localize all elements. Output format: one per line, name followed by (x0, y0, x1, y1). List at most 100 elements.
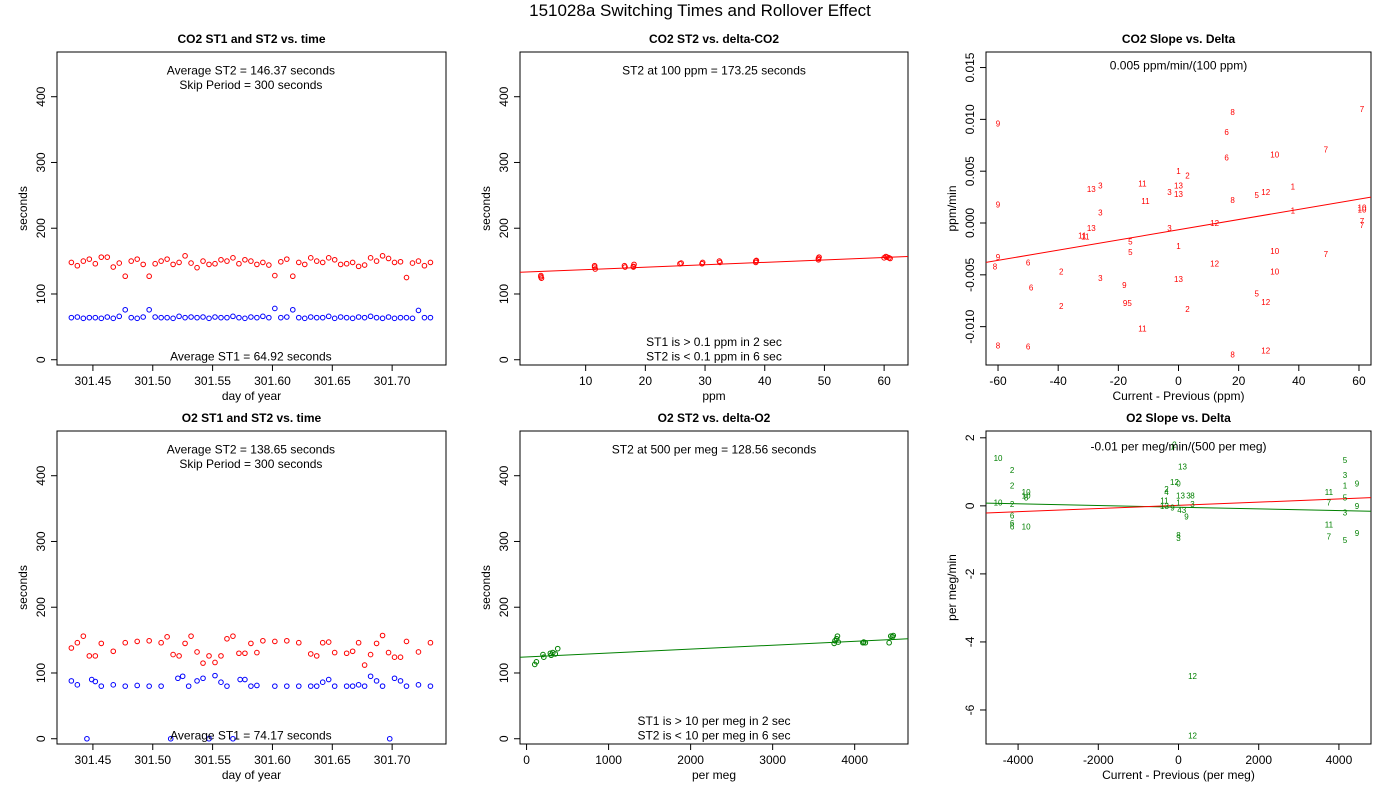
data-point (134, 315, 140, 322)
point-label: 7 (1324, 250, 1329, 259)
data-point (295, 683, 302, 689)
data-point (272, 683, 278, 689)
fit-line (986, 196, 1371, 263)
data-point (427, 314, 434, 321)
point-label: 1 (1343, 481, 1348, 490)
panel-co2-delta: CO2 ST2 vs. delta-CO2 10 20 30 40 50 60 0 100 200… (479, 32, 909, 403)
data-point (200, 258, 206, 264)
data-point (254, 682, 260, 689)
y-axis-label: seconds (479, 565, 493, 610)
point-label: 10 (1358, 206, 1367, 215)
x-axis-label: Current - Previous (ppm) (1112, 389, 1244, 403)
y-tick-label: -0.010 (963, 309, 977, 343)
data-point (98, 640, 105, 647)
x-axis-label: day of year (222, 768, 281, 782)
panel-co2-slope: CO2 Slope vs. Delta -60 -40 -20 0 20 40 60 -0.01… (945, 32, 1372, 403)
data-point (68, 259, 75, 266)
data-point (176, 313, 182, 320)
data-point (361, 662, 368, 668)
panel-o2-slope: O2 Slope vs. Delta -4000 -2000 0 2000 4000 -6 -… (945, 411, 1372, 782)
data-point (194, 678, 200, 684)
data-point (92, 678, 99, 685)
data-point (540, 651, 546, 658)
y-tick-label: 0 (34, 356, 48, 363)
data-point (379, 632, 386, 639)
panel-plot-area (68, 632, 434, 742)
data-point (200, 314, 206, 320)
panel-o2-delta: O2 ST2 vs. delta-O2 0 1000 2000 3000 4000 0 100… (479, 411, 909, 782)
data-point (84, 735, 90, 742)
x-tick-label: 20 (639, 374, 653, 388)
data-point (185, 683, 192, 689)
point-label: 9 (1122, 281, 1127, 290)
point-label: 13 (1160, 502, 1169, 511)
data-point (182, 640, 188, 647)
point-label: 5 (1343, 493, 1348, 502)
data-point (158, 314, 164, 321)
data-point (272, 638, 278, 645)
data-point (538, 275, 545, 282)
point-label: 95 (1123, 299, 1132, 308)
data-point (242, 256, 248, 263)
data-point (554, 645, 561, 652)
data-point (295, 314, 302, 321)
data-point (355, 314, 362, 320)
annotation: ST1 is > 10 per meg in 2 sec (637, 714, 790, 728)
point-label: 10 (1358, 203, 1367, 212)
point-label: 1 (1291, 207, 1296, 216)
point-label: 11 (1141, 197, 1150, 206)
point-label: 1 (1291, 183, 1296, 192)
x-tick-label: 60 (1352, 374, 1366, 388)
point-label: 13 (1174, 190, 1183, 199)
annotation: 0.005 ppm/min/(100 ppm) (1110, 58, 1247, 72)
panel-plot-area (520, 632, 908, 668)
data-point (152, 314, 158, 320)
data-point (343, 650, 350, 657)
data-point (179, 673, 186, 680)
chart-title: CO2 Slope vs. Delta (1122, 32, 1236, 46)
y-tick-label: 200 (34, 597, 48, 617)
point-label: 1 (1176, 167, 1181, 176)
data-point (678, 260, 684, 266)
data-point (212, 659, 218, 666)
x-tick-label: 50 (818, 374, 832, 388)
point-label: 2 (1164, 485, 1169, 494)
y-tick-label: 0.010 (963, 104, 977, 134)
data-point (307, 683, 314, 689)
data-point (385, 314, 392, 320)
data-point (230, 735, 236, 742)
data-point (325, 255, 332, 261)
point-label: 8 (1024, 493, 1029, 502)
data-point (886, 255, 892, 261)
point-label: 6 (1010, 511, 1015, 520)
point-label: 2 (1172, 441, 1177, 450)
point-label: 13 (1174, 275, 1183, 284)
data-point (254, 649, 260, 656)
data-point (134, 682, 140, 689)
point-label: 13 (1178, 463, 1187, 472)
point-label: 4 (1164, 488, 1169, 497)
y-tick-label: 0 (497, 735, 511, 742)
x-tick-label: -40 (1050, 374, 1068, 388)
data-point (224, 258, 230, 264)
data-point (331, 683, 338, 689)
data-point (343, 260, 350, 267)
data-point (164, 314, 170, 321)
data-point (140, 261, 146, 268)
data-point (248, 640, 254, 647)
point-label: 3 (1176, 534, 1181, 543)
panel-frame (985, 51, 1372, 366)
y-tick-label: 200 (497, 218, 511, 238)
data-point (753, 257, 760, 264)
point-label: 12 (1188, 672, 1197, 681)
y-tick-label: 0.005 (963, 156, 977, 186)
data-point (224, 683, 230, 689)
data-point (343, 314, 350, 321)
point-label: 13 (1174, 182, 1183, 191)
data-point (116, 313, 123, 320)
y-tick-label: 100 (497, 284, 511, 304)
point-label: 7 (1327, 532, 1332, 541)
point-label: 11 (1160, 497, 1169, 506)
y-tick-label: 400 (34, 465, 48, 485)
